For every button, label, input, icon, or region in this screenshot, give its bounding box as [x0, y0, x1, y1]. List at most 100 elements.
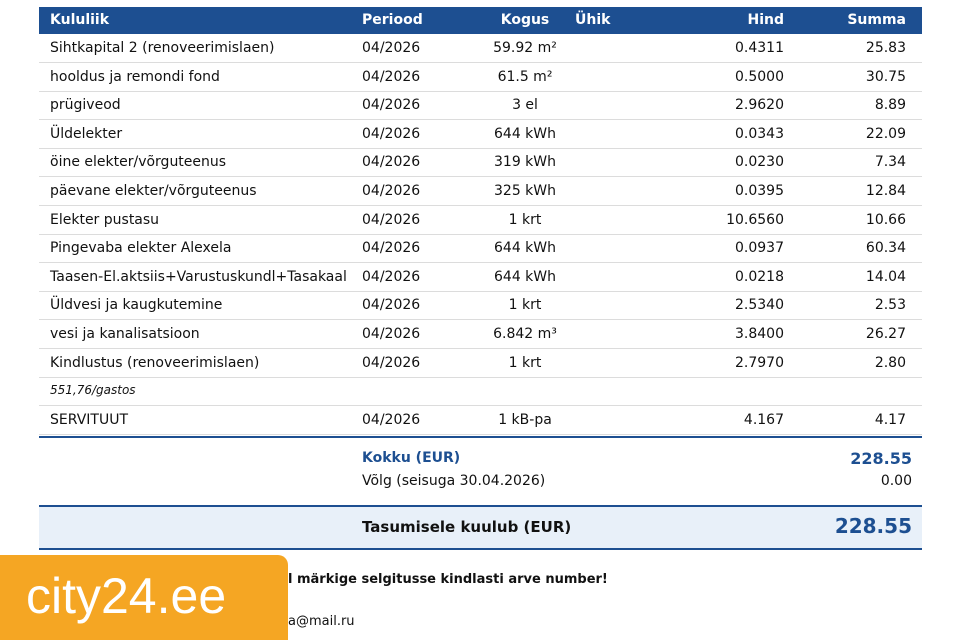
cell-period: 04/2026: [362, 354, 421, 371]
divider: [39, 436, 922, 438]
cell-quantity: 1 krt: [508, 211, 542, 228]
cell-sum: 26.27: [865, 326, 906, 342]
cell-item: Kindlustus (renoveerimislaen): [50, 354, 260, 371]
col-header: Kululiik: [50, 12, 110, 28]
cell-price: 10.6560: [726, 211, 784, 228]
cell-price: 0.0218: [735, 268, 784, 285]
table-row: Üldvesi ja kaugkutemine 04/2026 1 krt 2.534…: [39, 291, 922, 321]
table-row: SERVITUUT 04/2026 1 kB-pa 4.167 4.17: [39, 406, 922, 435]
table-row: Taasen-El.aktsiis+Varustuskundl+Tasakaal…: [39, 263, 922, 292]
col-header: Periood: [362, 12, 423, 28]
cell-price: 0.0937: [735, 240, 784, 257]
cell-quantity: 59.92 m²: [493, 40, 557, 56]
cell-period: 04/2026: [362, 297, 421, 314]
cell-item: hooldus ja remondi fond: [50, 68, 220, 85]
footer-email: a@mail.ru: [288, 614, 355, 629]
table-row: Üldelekter 04/2026 644 kWh 0.0343 22.09: [39, 120, 922, 149]
table-row: Kindlustus (renoveerimislaen) 04/2026 1 kr…: [39, 349, 922, 378]
cell-item: Pingevaba elekter Alexela: [50, 240, 232, 257]
cell-item: Taasen-El.aktsiis+Varustuskundl+Tasakaal: [50, 268, 347, 285]
cell-item: Üldelekter: [50, 125, 123, 142]
cell-sum: 2.53: [874, 297, 906, 314]
cell-quantity: 3 el: [512, 97, 538, 114]
cell-period: 04/2026: [362, 154, 421, 171]
table-row: Sihtkapital 2 (renoveerimislaen) 04/2026 5…: [39, 34, 922, 63]
cell-sum: 14.04: [865, 268, 906, 285]
cell-period: 04/2026: [362, 125, 421, 142]
cell-price: 0.0395: [735, 183, 784, 199]
cell-sum: 30.75: [865, 68, 906, 85]
cell-price: 3.8400: [735, 326, 784, 342]
cell-quantity: 1 kB-pa: [498, 411, 552, 428]
table-row: Elekter pustasu 04/2026 1 krt 10.6560 10.66: [39, 206, 922, 235]
cell-quantity: 644 kWh: [494, 268, 556, 285]
table-row: prügiveod 04/2026 3 el 2.9620 8.89: [39, 91, 922, 121]
cell-item: Elekter pustasu: [50, 211, 160, 228]
cell-price: 4.167: [743, 411, 784, 428]
cell-sum: 8.89: [874, 97, 906, 114]
cell-price: 0.0230: [735, 154, 784, 171]
cell-sum: 22.09: [865, 125, 906, 142]
payable-box: Tasumisele kuulub (EUR) 228.55: [39, 505, 922, 550]
cell-price: 2.7970: [735, 354, 784, 371]
cell-price: 0.4311: [735, 40, 784, 56]
cell-item: 551,76/gastos: [50, 383, 136, 398]
cell-quantity: 1 krt: [508, 354, 542, 371]
cell-sum: 2.80: [874, 354, 906, 371]
cell-period: 04/2026: [362, 326, 421, 342]
cell-sum: 12.84: [865, 183, 906, 199]
col-header: Hind: [747, 12, 784, 28]
cell-quantity: 644 kWh: [494, 125, 556, 142]
col-header: Kogus: [500, 12, 550, 28]
watermark-box: city24.ee: [0, 555, 288, 640]
table-row: vesi ja kanalisatsioon 04/2026 6.842 m³ 3.8…: [39, 320, 922, 349]
cell-item: SERVITUUT: [50, 411, 128, 428]
footer-note: l märkige selgitusse kindlasti arve numb…: [288, 572, 608, 587]
table-row: öine elekter/võrguteenus 04/2026 319 kWh 0.…: [39, 148, 922, 178]
col-header: Ühik: [575, 12, 611, 28]
cell-period: 04/2026: [362, 211, 421, 228]
cell-period: 04/2026: [362, 240, 421, 257]
cell-period: 04/2026: [362, 411, 421, 428]
table-header: Kululiik Periood Kogus Ühik Hind Summa: [39, 7, 922, 34]
cell-sum: 25.83: [865, 40, 906, 56]
payable-label: Tasumisele kuulub (EUR): [362, 518, 572, 536]
table-row: hooldus ja remondi fond 04/2026 61.5 m² 0.5…: [39, 63, 922, 92]
cell-period: 04/2026: [362, 183, 421, 199]
cell-item: Üldvesi ja kaugkutemine: [50, 297, 223, 314]
cell-period: 04/2026: [362, 68, 421, 85]
cell-quantity: 319 kWh: [494, 154, 556, 171]
cell-period: 04/2026: [362, 40, 421, 56]
cell-item: vesi ja kanalisatsioon: [50, 326, 200, 342]
cell-quantity: 6.842 m³: [493, 326, 557, 342]
watermark: city24.ee: [26, 568, 227, 624]
total: 228.55: [850, 449, 912, 468]
cell-item: päevane elekter/võrguteenus: [50, 183, 257, 199]
total-label: Kokku (EUR): [362, 450, 461, 466]
cell-price: 0.0343: [735, 125, 784, 142]
cell-sum: 10.66: [865, 211, 906, 228]
cell-quantity: 1 krt: [508, 297, 542, 314]
cell-item: prügiveod: [50, 97, 121, 114]
cell-period: 04/2026: [362, 268, 421, 285]
cell-sum: 7.34: [874, 154, 906, 171]
cell-quantity: 61.5 m²: [497, 68, 553, 85]
col-header: Summa: [847, 12, 906, 28]
cell-sum: 4.17: [874, 411, 906, 428]
table-row: päevane elekter/võrguteenus 04/2026 325 kW…: [39, 177, 922, 206]
table-row: Pingevaba elekter Alexela 04/2026 644 kWh 0…: [39, 234, 922, 264]
table-row: 551,76/gastos: [39, 377, 922, 407]
cell-sum: 60.34: [865, 240, 906, 257]
cell-price: 2.5340: [735, 297, 784, 314]
debt-label: Võlg (seisuga 30.04.2026): [362, 473, 546, 489]
cell-quantity: 325 kWh: [494, 183, 556, 199]
cell-quantity: 644 kWh: [494, 240, 556, 257]
payable: 228.55: [834, 514, 912, 538]
cell-period: 04/2026: [362, 97, 421, 114]
cell-price: 2.9620: [735, 97, 784, 114]
cell-item: öine elekter/võrguteenus: [50, 154, 227, 171]
cell-price: 0.5000: [735, 68, 784, 85]
cell-item: Sihtkapital 2 (renoveerimislaen): [50, 40, 275, 56]
debt: 0.00: [880, 473, 912, 489]
